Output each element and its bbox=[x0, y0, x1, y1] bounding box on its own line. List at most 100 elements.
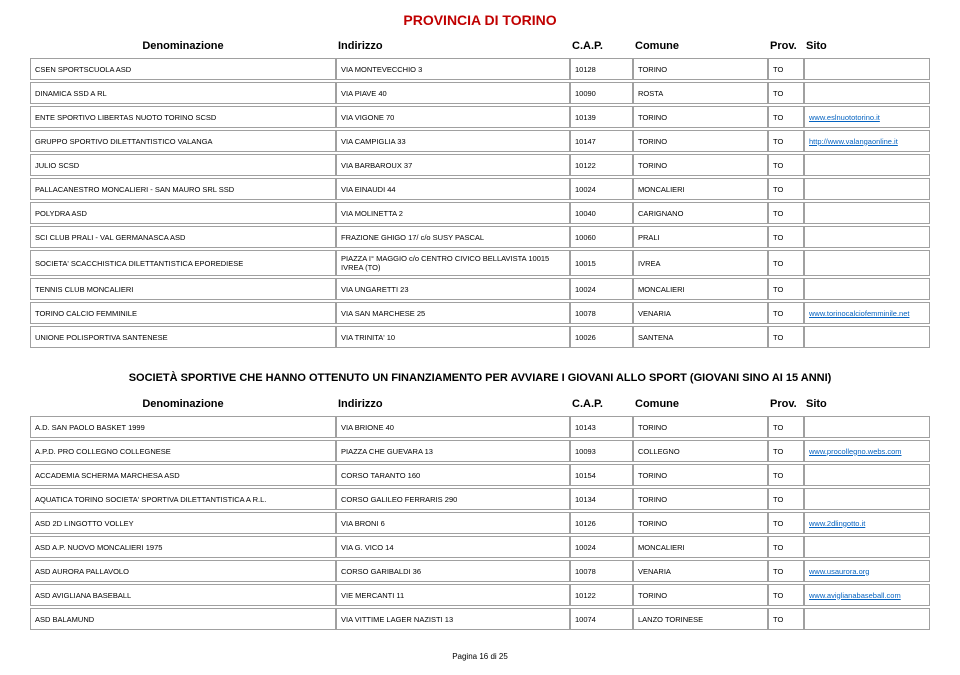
cell-denom: A.D. SAN PAOLO BASKET 1999 bbox=[30, 416, 336, 438]
cell-comune: VENARIA bbox=[633, 302, 768, 324]
table-row: SCI CLUB PRALI - VAL GERMANASCA ASDFRAZI… bbox=[30, 226, 930, 248]
site-link[interactable]: www.eslnuototorino.it bbox=[809, 113, 880, 122]
cell-denom: DINAMICA SSD A RL bbox=[30, 82, 336, 104]
cell-comune: ROSTA bbox=[633, 82, 768, 104]
cell-prov: TO bbox=[768, 106, 804, 128]
cell-cap: 10122 bbox=[570, 584, 633, 606]
cell-comune: TORINO bbox=[633, 106, 768, 128]
cell-denom: JULIO SCSD bbox=[30, 154, 336, 176]
cell-prov: TO bbox=[768, 584, 804, 606]
cell-denom: SOCIETA' SCACCHISTICA DILETTANTISTICA EP… bbox=[30, 250, 336, 276]
cell-cap: 10078 bbox=[570, 560, 633, 582]
cell-sito: http://www.valangaonline.it bbox=[804, 130, 930, 152]
cell-denom: TENNIS CLUB MONCALIERI bbox=[30, 278, 336, 300]
cell-sito bbox=[804, 154, 930, 176]
cell-comune: VENARIA bbox=[633, 560, 768, 582]
cell-indir: VIA BARBAROUX 37 bbox=[336, 154, 570, 176]
cell-cap: 10128 bbox=[570, 58, 633, 80]
cell-indir: PIAZZA I° MAGGIO c/o CENTRO CIVICO BELLA… bbox=[336, 250, 570, 276]
table-row: ASD 2D LINGOTTO VOLLEYVIA BRONI 610126TO… bbox=[30, 512, 930, 534]
table-row: POLYDRA ASDVIA MOLINETTA 210040CARIGNANO… bbox=[30, 202, 930, 224]
site-link[interactable]: www.usaurora.org bbox=[809, 567, 869, 576]
table-row: CSEN SPORTSCUOLA ASDVIA MONTEVECCHIO 310… bbox=[30, 58, 930, 80]
cell-sito bbox=[804, 226, 930, 248]
cell-comune: MONCALIERI bbox=[633, 536, 768, 558]
cell-indir: VIA BRIONE 40 bbox=[336, 416, 570, 438]
cell-sito bbox=[804, 464, 930, 486]
hdr-comune: Comune bbox=[633, 36, 768, 56]
cell-sito bbox=[804, 250, 930, 276]
header-row: Denominazione Indirizzo C.A.P. Comune Pr… bbox=[30, 36, 930, 56]
cell-sito: www.eslnuototorino.it bbox=[804, 106, 930, 128]
cell-cap: 10074 bbox=[570, 608, 633, 630]
cell-denom: TORINO CALCIO FEMMINILE bbox=[30, 302, 336, 324]
hdr-cap: C.A.P. bbox=[570, 394, 633, 414]
cell-indir: VIA EINAUDI 44 bbox=[336, 178, 570, 200]
page-title: PROVINCIA DI TORINO bbox=[30, 12, 930, 28]
cell-cap: 10060 bbox=[570, 226, 633, 248]
site-link[interactable]: http://www.valangaonline.it bbox=[809, 137, 898, 146]
cell-prov: TO bbox=[768, 440, 804, 462]
table-row: AQUATICA TORINO SOCIETA' SPORTIVA DILETT… bbox=[30, 488, 930, 510]
table-row: DINAMICA SSD A RLVIA PIAVE 4010090ROSTAT… bbox=[30, 82, 930, 104]
cell-comune: PRALI bbox=[633, 226, 768, 248]
cell-comune: TORINO bbox=[633, 130, 768, 152]
table-row: TORINO CALCIO FEMMINILEVIA SAN MARCHESE … bbox=[30, 302, 930, 324]
cell-indir: VIA CAMPIGLIA 33 bbox=[336, 130, 570, 152]
table-row: ASD AVIGLIANA BASEBALLVIE MERCANTI 11101… bbox=[30, 584, 930, 606]
table-row: ACCADEMIA SCHERMA MARCHESA ASDCORSO TARA… bbox=[30, 464, 930, 486]
cell-sito bbox=[804, 416, 930, 438]
cell-denom: UNIONE POLISPORTIVA SANTENESE bbox=[30, 326, 336, 348]
cell-sito bbox=[804, 488, 930, 510]
cell-denom: PALLACANESTRO MONCALIERI - SAN MAURO SRL… bbox=[30, 178, 336, 200]
cell-indir: VIA SAN MARCHESE 25 bbox=[336, 302, 570, 324]
table-1: Denominazione Indirizzo C.A.P. Comune Pr… bbox=[30, 34, 930, 350]
cell-prov: TO bbox=[768, 488, 804, 510]
cell-denom: CSEN SPORTSCUOLA ASD bbox=[30, 58, 336, 80]
table-row: ASD AURORA PALLAVOLOCORSO GARIBALDI 3610… bbox=[30, 560, 930, 582]
table-row: TENNIS CLUB MONCALIERIVIA UNGARETTI 2310… bbox=[30, 278, 930, 300]
cell-sito: www.aviglianabaseball.com bbox=[804, 584, 930, 606]
cell-denom: POLYDRA ASD bbox=[30, 202, 336, 224]
site-link[interactable]: www.aviglianabaseball.com bbox=[809, 591, 901, 600]
table-row: A.D. SAN PAOLO BASKET 1999VIA BRIONE 401… bbox=[30, 416, 930, 438]
cell-denom: ASD 2D LINGOTTO VOLLEY bbox=[30, 512, 336, 534]
cell-denom: AQUATICA TORINO SOCIETA' SPORTIVA DILETT… bbox=[30, 488, 336, 510]
cell-comune: TORINO bbox=[633, 416, 768, 438]
cell-indir: VIA G. VICO 14 bbox=[336, 536, 570, 558]
table-row: PALLACANESTRO MONCALIERI - SAN MAURO SRL… bbox=[30, 178, 930, 200]
cell-comune: LANZO TORINESE bbox=[633, 608, 768, 630]
cell-cap: 10026 bbox=[570, 326, 633, 348]
hdr-sito: Sito bbox=[804, 394, 930, 414]
site-link[interactable]: www.procollegno.webs.com bbox=[809, 447, 902, 456]
cell-denom: SCI CLUB PRALI - VAL GERMANASCA ASD bbox=[30, 226, 336, 248]
cell-sito: www.usaurora.org bbox=[804, 560, 930, 582]
cell-prov: TO bbox=[768, 130, 804, 152]
cell-prov: TO bbox=[768, 608, 804, 630]
cell-indir: VIA MOLINETTA 2 bbox=[336, 202, 570, 224]
site-link[interactable]: www.torinocalciofemminile.net bbox=[809, 309, 909, 318]
cell-denom: ASD AVIGLIANA BASEBALL bbox=[30, 584, 336, 606]
hdr-sito: Sito bbox=[804, 36, 930, 56]
cell-cap: 10126 bbox=[570, 512, 633, 534]
cell-cap: 10147 bbox=[570, 130, 633, 152]
cell-sito: www.torinocalciofemminile.net bbox=[804, 302, 930, 324]
cell-indir: VIA PIAVE 40 bbox=[336, 82, 570, 104]
cell-sito bbox=[804, 82, 930, 104]
cell-denom: ASD AURORA PALLAVOLO bbox=[30, 560, 336, 582]
cell-comune: IVREA bbox=[633, 250, 768, 276]
cell-indir: VIA VIGONE 70 bbox=[336, 106, 570, 128]
cell-cap: 10143 bbox=[570, 416, 633, 438]
cell-prov: TO bbox=[768, 154, 804, 176]
hdr-indir: Indirizzo bbox=[336, 36, 570, 56]
hdr-prov: Prov. bbox=[768, 36, 804, 56]
cell-indir: VIE MERCANTI 11 bbox=[336, 584, 570, 606]
cell-prov: TO bbox=[768, 58, 804, 80]
header-row: Denominazione Indirizzo C.A.P. Comune Pr… bbox=[30, 394, 930, 414]
cell-prov: TO bbox=[768, 178, 804, 200]
site-link[interactable]: www.2dlingotto.it bbox=[809, 519, 865, 528]
hdr-cap: C.A.P. bbox=[570, 36, 633, 56]
cell-indir: VIA UNGARETTI 23 bbox=[336, 278, 570, 300]
cell-cap: 10024 bbox=[570, 278, 633, 300]
cell-prov: TO bbox=[768, 202, 804, 224]
